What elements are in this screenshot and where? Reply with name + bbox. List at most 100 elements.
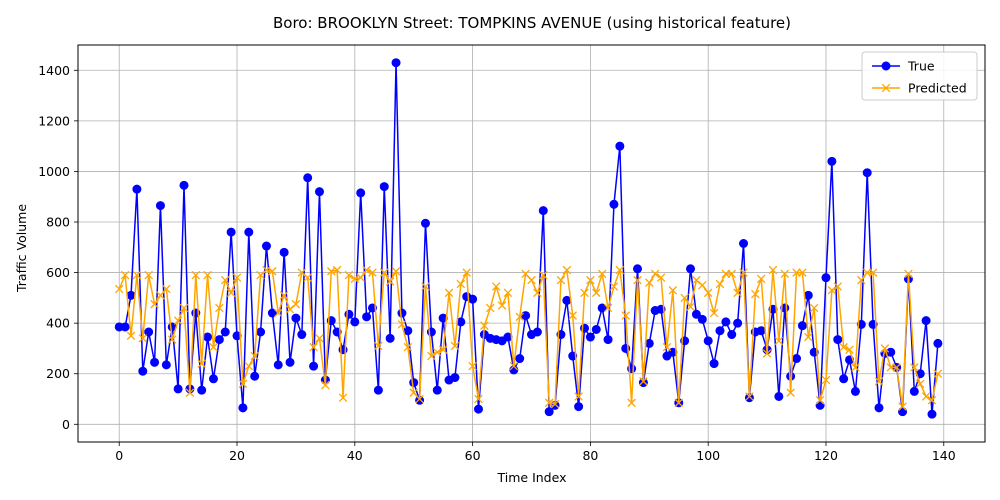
x-marker-stroke xyxy=(491,282,501,291)
x-marker-stroke xyxy=(456,279,466,289)
x-marker-stroke xyxy=(332,265,342,275)
x-marker-stroke xyxy=(114,284,124,294)
x-marker-stroke xyxy=(126,331,136,341)
true-point xyxy=(715,326,725,336)
true-point xyxy=(609,199,619,209)
x-marker-stroke xyxy=(915,379,925,389)
predicted-point xyxy=(703,288,713,298)
predicted-point xyxy=(751,289,760,299)
x-marker-stroke xyxy=(680,293,689,303)
x-marker-stroke xyxy=(780,269,790,279)
true-point xyxy=(232,331,242,341)
predicted-point xyxy=(279,291,289,300)
true-point xyxy=(238,403,248,413)
x-tick-label: 100 xyxy=(696,448,720,463)
true-point xyxy=(267,308,277,318)
predicted-point xyxy=(250,351,259,361)
predicted-point xyxy=(368,268,377,277)
predicted-point xyxy=(597,269,607,279)
x-marker-stroke xyxy=(733,288,742,298)
y-tick-label: 0 xyxy=(62,417,70,432)
true-point xyxy=(633,264,643,274)
predicted-point xyxy=(568,311,577,320)
true-point xyxy=(862,168,872,178)
true-point xyxy=(344,309,354,319)
x-marker-stroke xyxy=(592,288,601,298)
x-marker-stroke xyxy=(768,265,778,275)
true-point xyxy=(256,327,266,337)
predicted-point xyxy=(745,392,754,401)
x-marker-stroke xyxy=(132,270,142,280)
x-marker-stroke xyxy=(621,311,630,320)
x-marker-stroke xyxy=(927,396,937,405)
true-point xyxy=(432,385,442,395)
x-tick-label: 120 xyxy=(814,448,838,463)
predicted-point xyxy=(362,265,371,275)
x-marker-stroke xyxy=(739,268,748,277)
predicted-point xyxy=(486,303,495,313)
x-marker-stroke xyxy=(521,269,530,279)
true-point xyxy=(220,327,230,337)
x-marker-stroke xyxy=(821,375,831,385)
predicted-point xyxy=(503,288,513,298)
predicted-point xyxy=(874,377,884,386)
predicted-point xyxy=(615,265,625,275)
x-marker-stroke xyxy=(356,273,365,282)
x-marker-stroke xyxy=(562,265,572,275)
x-marker-stroke xyxy=(486,303,495,313)
true-point xyxy=(244,227,254,237)
true-point xyxy=(161,360,171,370)
y-tick-label: 1400 xyxy=(38,63,70,78)
x-marker-stroke xyxy=(350,274,360,284)
true-point xyxy=(933,338,943,348)
true-point xyxy=(179,180,189,190)
x-marker-stroke xyxy=(574,392,583,401)
x-marker-stroke xyxy=(244,361,254,371)
true-point xyxy=(379,182,389,192)
x-marker-stroke xyxy=(727,269,737,279)
x-marker-stroke xyxy=(326,267,336,276)
x-marker-stroke xyxy=(185,388,195,397)
predicted-point xyxy=(680,293,689,303)
x-marker-stroke xyxy=(215,303,224,313)
predicted-point xyxy=(668,286,678,295)
true-point xyxy=(927,409,937,419)
x-marker-stroke xyxy=(397,320,407,329)
predicted-point xyxy=(550,399,560,409)
predicted-point xyxy=(321,380,330,390)
true-point xyxy=(515,354,525,364)
predicted-point xyxy=(220,275,230,285)
predicted-point xyxy=(556,275,566,285)
true-point xyxy=(697,314,707,324)
x-marker-stroke xyxy=(809,303,819,313)
x-marker-stroke xyxy=(433,347,442,357)
x-marker-stroke xyxy=(191,270,201,280)
x-marker-stroke xyxy=(368,268,377,277)
legend-swatch-marker xyxy=(881,83,891,93)
x-marker-stroke xyxy=(380,268,389,277)
x-marker-stroke xyxy=(515,312,524,322)
predicted-point xyxy=(562,265,572,275)
predicted-point xyxy=(739,268,748,277)
x-marker-stroke xyxy=(539,270,548,280)
true-point xyxy=(538,206,548,216)
predicted-point xyxy=(144,270,153,280)
x-marker-stroke xyxy=(533,288,542,298)
x-marker-stroke xyxy=(362,265,371,275)
true-point xyxy=(214,335,224,345)
x-marker-stroke xyxy=(268,267,277,276)
x-marker-stroke xyxy=(597,269,607,279)
x-marker-stroke xyxy=(238,379,248,389)
x-marker-stroke xyxy=(933,369,943,378)
series-layer xyxy=(114,58,943,419)
y-tick-label: 600 xyxy=(46,265,70,280)
true-point xyxy=(615,141,625,151)
predicted-point xyxy=(497,301,507,310)
x-marker-stroke xyxy=(150,299,159,309)
predicted-point xyxy=(533,288,542,298)
predicted-point xyxy=(226,288,236,298)
predicted-point xyxy=(374,341,383,351)
x-marker-stroke xyxy=(874,377,884,386)
predicted-point xyxy=(415,394,424,404)
